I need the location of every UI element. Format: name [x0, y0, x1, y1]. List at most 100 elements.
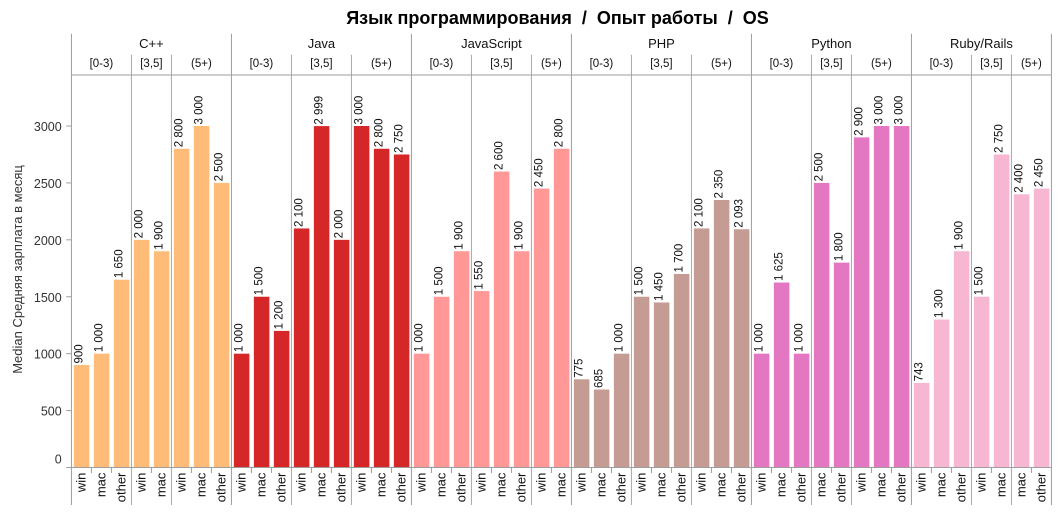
- svg-text:1 000: 1 000: [754, 323, 766, 352]
- svg-text:other: other: [793, 472, 808, 502]
- svg-text:1 900: 1 900: [454, 221, 466, 250]
- svg-text:win: win: [973, 473, 988, 494]
- svg-text:PHP: PHP: [648, 36, 675, 51]
- svg-text:other: other: [393, 472, 408, 502]
- svg-text:1500: 1500: [34, 291, 62, 305]
- svg-text:1 900: 1 900: [514, 221, 526, 250]
- svg-text:2 000: 2 000: [134, 210, 146, 239]
- svg-text:2 350: 2 350: [714, 170, 726, 199]
- svg-text:2 500: 2 500: [214, 153, 226, 182]
- svg-text:mac: mac: [313, 472, 328, 497]
- svg-text:(5+): (5+): [871, 58, 892, 70]
- svg-text:1 450: 1 450: [654, 272, 666, 301]
- svg-text:2 999: 2 999: [314, 96, 326, 125]
- svg-text:3000: 3000: [34, 120, 62, 134]
- svg-text:other: other: [513, 472, 528, 502]
- svg-text:1 000: 1 000: [234, 323, 246, 352]
- svg-text:1 200: 1 200: [274, 301, 286, 330]
- svg-text:mac: mac: [373, 472, 388, 497]
- svg-text:2 000: 2 000: [334, 210, 346, 239]
- svg-text:(5+): (5+): [541, 58, 562, 70]
- svg-text:2 800: 2 800: [374, 118, 386, 147]
- svg-text:[0-3): [0-3): [90, 58, 114, 70]
- svg-text:(5+): (5+): [1021, 58, 1042, 70]
- svg-text:mac: mac: [553, 472, 568, 497]
- svg-text:0: 0: [55, 453, 62, 467]
- svg-text:other: other: [833, 472, 848, 502]
- svg-text:[0-3): [0-3): [250, 58, 274, 70]
- svg-text:Python: Python: [811, 36, 851, 51]
- svg-text:1 550: 1 550: [474, 261, 486, 290]
- svg-text:2500: 2500: [34, 177, 62, 191]
- svg-text:win: win: [473, 473, 488, 494]
- svg-text:win: win: [353, 473, 368, 494]
- svg-text:win: win: [233, 473, 248, 494]
- svg-text:other: other: [113, 472, 128, 502]
- svg-text:[0-3): [0-3): [590, 58, 614, 70]
- svg-text:other: other: [673, 472, 688, 502]
- svg-text:other: other: [953, 472, 968, 502]
- svg-text:[3,5]: [3,5]: [820, 58, 842, 70]
- svg-text:win: win: [173, 473, 188, 494]
- svg-text:1 500: 1 500: [634, 266, 646, 295]
- svg-text:win: win: [533, 473, 548, 494]
- svg-text:win: win: [693, 473, 708, 494]
- svg-text:1 500: 1 500: [974, 266, 986, 295]
- svg-text:mac: mac: [773, 472, 788, 497]
- svg-text:1 300: 1 300: [934, 289, 946, 318]
- svg-text:1 000: 1 000: [614, 323, 626, 352]
- svg-text:[0-3): [0-3): [770, 58, 794, 70]
- svg-text:(5+): (5+): [711, 58, 732, 70]
- svg-text:mac: mac: [1013, 472, 1028, 497]
- svg-text:2 800: 2 800: [554, 118, 566, 147]
- svg-text:win: win: [753, 473, 768, 494]
- svg-text:2 800: 2 800: [174, 118, 186, 147]
- svg-text:1 900: 1 900: [954, 221, 966, 250]
- svg-text:other: other: [213, 472, 228, 502]
- svg-text:2 750: 2 750: [994, 124, 1006, 153]
- svg-text:743: 743: [914, 362, 926, 381]
- svg-text:mac: mac: [713, 472, 728, 497]
- svg-text:other: other: [733, 472, 748, 502]
- svg-text:2000: 2000: [34, 234, 62, 248]
- svg-text:2 100: 2 100: [694, 198, 706, 227]
- svg-text:[0-3): [0-3): [430, 58, 454, 70]
- svg-text:775: 775: [574, 359, 586, 378]
- svg-text:3 000: 3 000: [894, 96, 906, 125]
- svg-text:2 100: 2 100: [294, 198, 306, 227]
- svg-text:2 400: 2 400: [1014, 164, 1026, 193]
- svg-text:1 000: 1 000: [414, 323, 426, 352]
- svg-text:mac: mac: [93, 472, 108, 497]
- svg-text:Ruby/Rails: Ruby/Rails: [950, 36, 1013, 51]
- svg-text:Java: Java: [308, 36, 336, 51]
- svg-text:win: win: [293, 473, 308, 494]
- svg-text:JavaScript: JavaScript: [461, 36, 522, 51]
- svg-text:685: 685: [594, 369, 606, 388]
- svg-text:2 900: 2 900: [854, 107, 866, 136]
- svg-text:[3,5]: [3,5]: [490, 58, 512, 70]
- svg-text:1 000: 1 000: [94, 323, 106, 352]
- svg-text:other: other: [333, 472, 348, 502]
- svg-text:900: 900: [74, 344, 86, 363]
- svg-text:win: win: [413, 473, 428, 494]
- svg-text:win: win: [573, 473, 588, 494]
- svg-text:win: win: [853, 473, 868, 494]
- svg-text:mac: mac: [493, 472, 508, 497]
- svg-text:1 500: 1 500: [254, 266, 266, 295]
- svg-text:mac: mac: [653, 472, 668, 497]
- svg-text:mac: mac: [593, 472, 608, 497]
- svg-text:1 800: 1 800: [834, 232, 846, 261]
- svg-text:3 000: 3 000: [354, 96, 366, 125]
- svg-text:[3,5]: [3,5]: [980, 58, 1002, 70]
- svg-text:(5+): (5+): [191, 58, 212, 70]
- svg-text:mac: mac: [433, 472, 448, 497]
- svg-text:other: other: [613, 472, 628, 502]
- svg-text:other: other: [453, 472, 468, 502]
- svg-text:mac: mac: [933, 472, 948, 497]
- svg-text:2 750: 2 750: [394, 124, 406, 153]
- svg-text:[3,5]: [3,5]: [140, 58, 162, 70]
- svg-text:other: other: [1033, 472, 1048, 502]
- svg-text:3 000: 3 000: [874, 96, 886, 125]
- svg-text:2 450: 2 450: [1034, 158, 1046, 187]
- svg-text:win: win: [633, 473, 648, 494]
